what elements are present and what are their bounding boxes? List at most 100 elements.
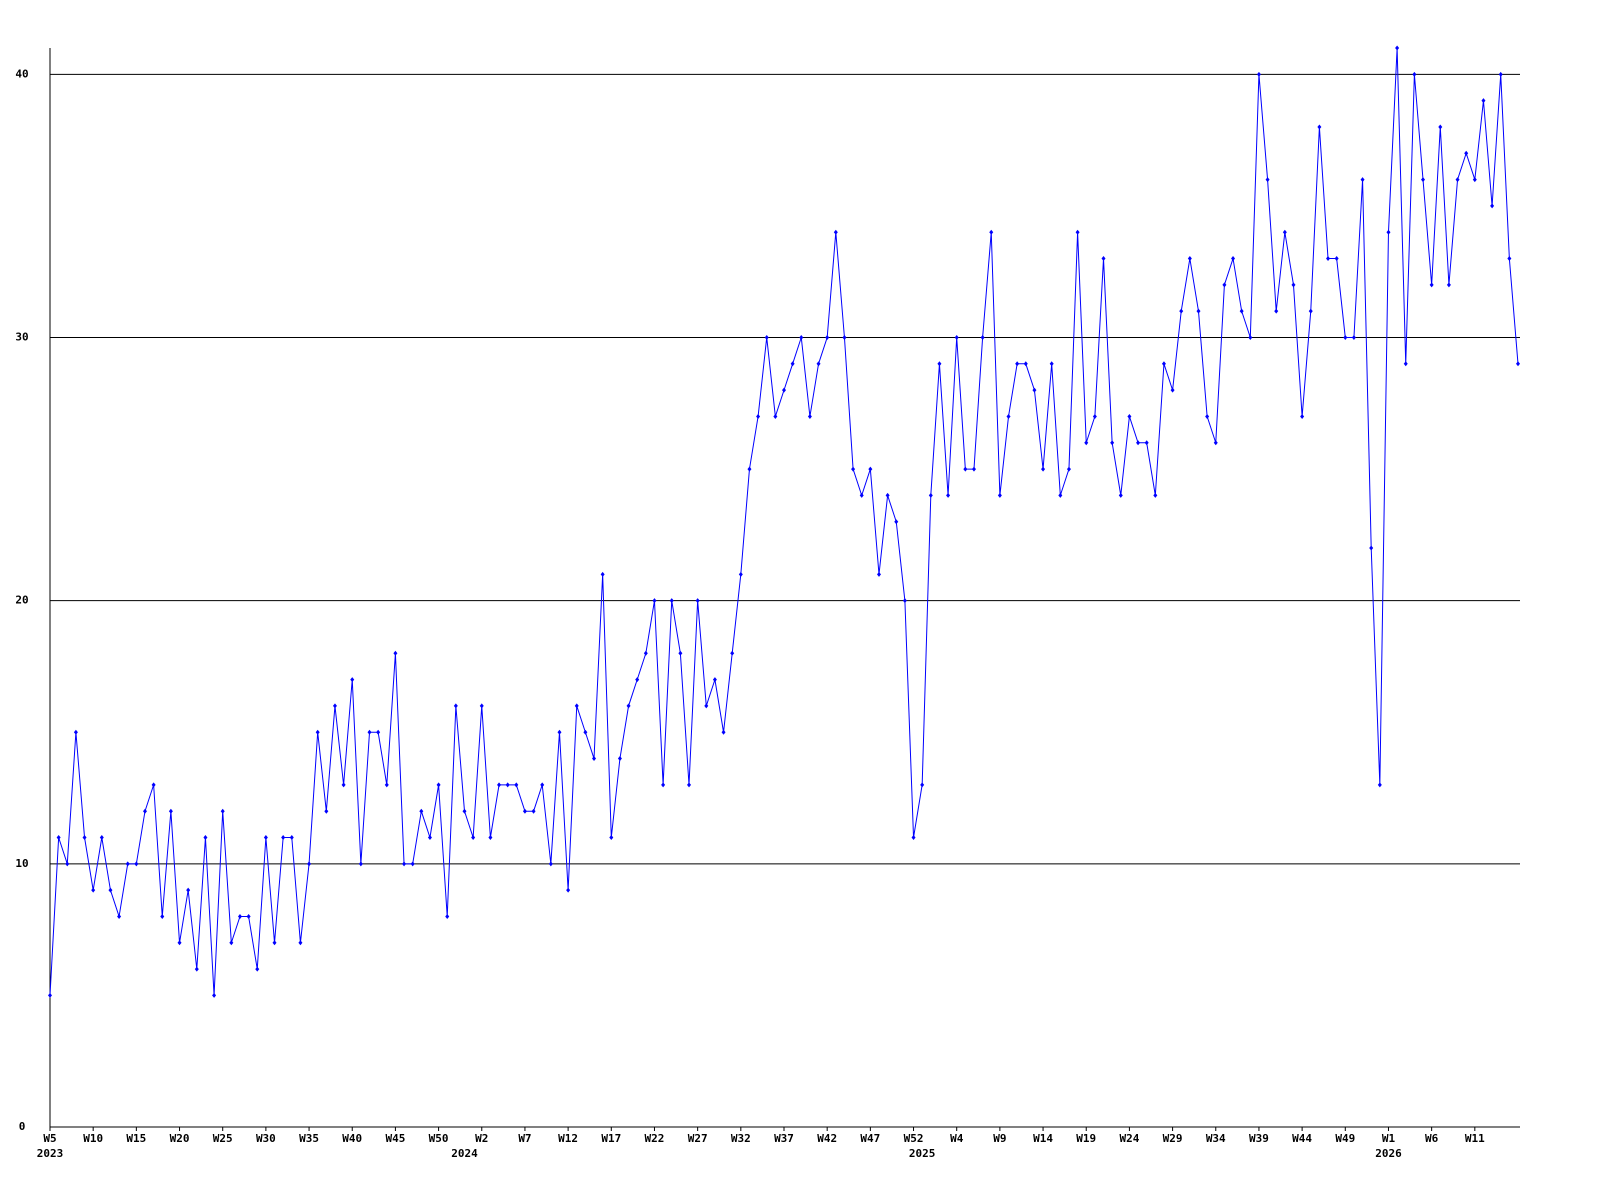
point bbox=[505, 782, 510, 788]
x-tick-label: W4 bbox=[950, 1132, 964, 1145]
point bbox=[747, 466, 752, 472]
point bbox=[367, 729, 372, 735]
point bbox=[99, 835, 104, 841]
x-tick-label: W39 bbox=[1249, 1132, 1269, 1145]
point bbox=[1110, 440, 1115, 446]
point bbox=[1127, 413, 1132, 419]
point bbox=[263, 835, 268, 841]
point bbox=[825, 334, 830, 340]
point bbox=[971, 466, 976, 472]
point bbox=[1265, 177, 1270, 183]
point bbox=[643, 650, 648, 656]
point bbox=[1438, 124, 1443, 130]
point bbox=[1153, 492, 1158, 498]
point bbox=[376, 729, 381, 735]
point bbox=[764, 334, 769, 340]
point bbox=[410, 861, 415, 867]
point bbox=[1179, 308, 1184, 314]
point bbox=[332, 703, 337, 709]
point bbox=[730, 650, 735, 656]
point bbox=[902, 598, 907, 604]
point bbox=[600, 571, 605, 577]
point bbox=[1455, 177, 1460, 183]
point bbox=[1187, 256, 1192, 262]
point bbox=[358, 861, 363, 867]
point bbox=[1360, 177, 1365, 183]
point bbox=[1205, 413, 1210, 419]
point bbox=[246, 913, 251, 919]
point bbox=[186, 887, 191, 893]
point bbox=[937, 361, 942, 367]
point bbox=[1274, 308, 1279, 314]
y-tick-label: 30 bbox=[15, 330, 28, 343]
point bbox=[436, 782, 441, 788]
point bbox=[626, 703, 631, 709]
point bbox=[125, 861, 130, 867]
point bbox=[842, 334, 847, 340]
point bbox=[997, 492, 1002, 498]
point bbox=[695, 598, 700, 604]
point bbox=[721, 729, 726, 735]
point bbox=[980, 334, 985, 340]
point bbox=[1023, 361, 1028, 367]
point bbox=[1144, 440, 1149, 446]
point bbox=[920, 782, 925, 788]
point bbox=[635, 677, 640, 683]
point bbox=[514, 782, 519, 788]
point bbox=[756, 413, 761, 419]
point bbox=[1516, 361, 1520, 367]
point bbox=[687, 782, 692, 788]
point bbox=[315, 729, 320, 735]
point bbox=[1075, 229, 1080, 235]
point bbox=[255, 966, 260, 972]
point bbox=[1015, 361, 1020, 367]
point bbox=[479, 703, 484, 709]
point bbox=[151, 782, 156, 788]
x-tick-label: W35 bbox=[299, 1132, 319, 1145]
x-tick-label: W5 bbox=[43, 1132, 56, 1145]
point bbox=[1161, 361, 1166, 367]
x-tick-label: W32 bbox=[731, 1132, 751, 1145]
point bbox=[1421, 177, 1426, 183]
point bbox=[1498, 71, 1503, 77]
x-tick-label: W37 bbox=[774, 1132, 794, 1145]
point bbox=[574, 703, 579, 709]
point bbox=[1334, 256, 1339, 262]
point bbox=[540, 782, 545, 788]
point bbox=[1464, 150, 1469, 156]
point bbox=[177, 940, 182, 946]
point bbox=[1429, 282, 1434, 288]
point bbox=[281, 835, 286, 841]
x-tick-label: W49 bbox=[1335, 1132, 1355, 1145]
point bbox=[1136, 440, 1141, 446]
point bbox=[738, 571, 743, 577]
point bbox=[1507, 256, 1512, 262]
x-tick-label: W27 bbox=[688, 1132, 708, 1145]
point bbox=[712, 677, 717, 683]
point bbox=[289, 835, 294, 841]
x-tick-label: W42 bbox=[817, 1132, 837, 1145]
x-tick-label: W30 bbox=[256, 1132, 276, 1145]
point bbox=[419, 808, 424, 814]
point bbox=[782, 387, 786, 393]
point bbox=[48, 992, 52, 998]
point bbox=[1386, 229, 1391, 235]
point bbox=[237, 913, 242, 919]
x-tick-label: W14 bbox=[1033, 1132, 1053, 1145]
x-tick-label: W52 bbox=[904, 1132, 924, 1145]
point bbox=[1326, 256, 1331, 262]
x-tick-label: W25 bbox=[213, 1132, 233, 1145]
point bbox=[160, 913, 165, 919]
point bbox=[557, 729, 562, 735]
point bbox=[531, 808, 536, 814]
point bbox=[91, 887, 96, 893]
point bbox=[548, 861, 553, 867]
point bbox=[963, 466, 968, 472]
point bbox=[341, 782, 346, 788]
point bbox=[652, 598, 657, 604]
point bbox=[471, 835, 476, 841]
x-tick-label: W9 bbox=[993, 1132, 1006, 1145]
point bbox=[876, 571, 881, 577]
y-tick-label: 10 bbox=[15, 857, 28, 870]
